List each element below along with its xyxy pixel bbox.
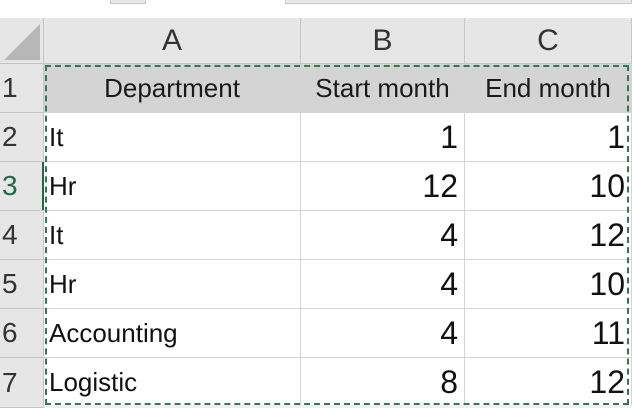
cell-b6[interactable]: 4: [301, 309, 465, 358]
cell-c6[interactable]: 11: [465, 309, 632, 358]
row-header-2[interactable]: 2: [0, 113, 44, 162]
row-header-3[interactable]: 3: [0, 162, 45, 211]
cell-c3[interactable]: 10: [465, 162, 632, 211]
column-header-b[interactable]: B: [301, 18, 465, 64]
formula-bar-edge: [285, 0, 632, 4]
cell-b1-start-month-header[interactable]: Start month: [301, 64, 465, 113]
cell-a7[interactable]: Logistic: [44, 358, 301, 408]
cell-b4[interactable]: 4: [301, 211, 465, 260]
cell-b7[interactable]: 8: [301, 358, 465, 408]
cell-a1-department-header[interactable]: Department: [44, 64, 301, 113]
cell-a2[interactable]: It: [44, 113, 301, 162]
cell-b2[interactable]: 1: [301, 113, 465, 162]
row-header-5[interactable]: 5: [0, 260, 44, 309]
row-header-1[interactable]: 1: [0, 64, 44, 113]
row-header-6[interactable]: 6: [0, 309, 44, 358]
select-all-triangle-icon: [4, 24, 40, 60]
row-header-4[interactable]: 4: [0, 211, 44, 260]
grid-bottom-edge: [44, 405, 632, 408]
cell-c7[interactable]: 12: [465, 358, 632, 408]
column-header-c[interactable]: C: [465, 18, 632, 64]
column-header-a[interactable]: A: [44, 18, 301, 64]
cell-c5[interactable]: 10: [465, 260, 632, 309]
cell-a3[interactable]: Hr: [44, 162, 301, 211]
cell-a4[interactable]: It: [44, 211, 301, 260]
cell-a6[interactable]: Accounting: [44, 309, 301, 358]
tab-edge: [110, 0, 146, 4]
cell-c1-end-month-header[interactable]: End month: [465, 64, 632, 113]
cell-c2[interactable]: 1: [465, 113, 632, 162]
row-header-7[interactable]: 7: [0, 358, 44, 408]
select-all-button[interactable]: [0, 18, 44, 64]
cell-a5[interactable]: Hr: [44, 260, 301, 309]
cell-b5[interactable]: 4: [301, 260, 465, 309]
cell-b3[interactable]: 12: [301, 162, 465, 211]
cell-c4[interactable]: 12: [465, 211, 632, 260]
